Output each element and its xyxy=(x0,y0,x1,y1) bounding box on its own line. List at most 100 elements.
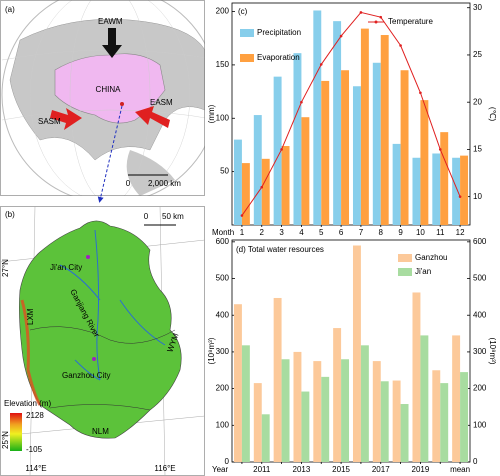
y-tick-label: 50 xyxy=(220,167,229,176)
x-tick-label: 4 xyxy=(299,228,304,237)
bar xyxy=(281,359,290,462)
bar xyxy=(452,335,461,462)
bar xyxy=(233,304,242,462)
bar xyxy=(460,155,469,225)
lon-label: 114°E xyxy=(25,464,46,473)
bar xyxy=(253,383,262,462)
legend-swatch xyxy=(398,254,412,262)
y2-axis-label: (℃) xyxy=(488,107,497,122)
scale-label: 50 km xyxy=(162,212,184,221)
x-tick-label: 2019 xyxy=(412,465,430,474)
x-tick-label: 2015 xyxy=(332,465,350,474)
bar xyxy=(341,70,350,225)
bar xyxy=(321,80,330,226)
y-tick-label: 100 xyxy=(216,420,230,429)
elevation-bar xyxy=(10,413,22,451)
y2-tick-label: 25 xyxy=(473,50,482,59)
point xyxy=(438,148,442,151)
mountain-west xyxy=(20,299,42,406)
chart-title: (d) Total water resources xyxy=(236,245,324,254)
mountain-label: LXM xyxy=(26,308,35,325)
y2-tick-label: 100 xyxy=(473,420,487,429)
bar xyxy=(400,70,409,225)
point xyxy=(399,44,402,47)
panel-label: (b) xyxy=(5,210,15,219)
point xyxy=(339,34,343,38)
legend-title: Elevation (m) xyxy=(4,399,51,408)
bar xyxy=(281,146,290,225)
y2-tick-label: 20 xyxy=(473,97,482,106)
link-arrow xyxy=(97,105,123,203)
point xyxy=(319,63,323,66)
legend-min: -105 xyxy=(26,445,43,454)
label: CHINA xyxy=(96,85,122,94)
bar xyxy=(432,153,441,225)
label: SASM xyxy=(38,117,61,126)
y-tick-label: 200 xyxy=(216,384,230,393)
city-label: Ganzhou City xyxy=(62,371,110,380)
y2-tick-label: 400 xyxy=(473,310,487,319)
rivers xyxy=(59,229,166,381)
point xyxy=(280,148,283,151)
bar xyxy=(253,115,262,225)
bar xyxy=(273,297,282,462)
plot-frame xyxy=(231,2,471,226)
y-tick-label: 0 xyxy=(225,457,230,466)
x-tick-label: 1 xyxy=(240,228,245,237)
y-tick-label: 500 xyxy=(216,274,230,283)
bar xyxy=(233,139,242,225)
bar xyxy=(360,345,369,462)
lat-label: 25°N xyxy=(1,431,10,449)
x-tick-label: 10 xyxy=(416,228,425,237)
y2-tick-label: 30 xyxy=(473,3,482,12)
scale-label: 0 xyxy=(144,212,149,221)
point xyxy=(359,11,363,14)
y2-tick-label: 200 xyxy=(473,384,487,393)
x-tick-label: 2013 xyxy=(293,465,311,474)
bar xyxy=(440,132,449,225)
label: EAWM xyxy=(98,17,123,26)
bar xyxy=(313,10,322,225)
line xyxy=(241,11,461,216)
y-tick-label: 400 xyxy=(216,310,230,319)
panel-label: (a) xyxy=(5,5,15,14)
bar xyxy=(460,372,469,462)
legend-label: Evaporation xyxy=(257,53,300,62)
point xyxy=(458,195,462,198)
y2-axis-label: (10⁸m³) xyxy=(488,338,497,365)
bar xyxy=(273,76,282,226)
point xyxy=(419,91,422,95)
label: EASM xyxy=(150,98,173,107)
point xyxy=(260,185,264,189)
legend-label: Ji'an xyxy=(415,267,431,276)
bar xyxy=(261,158,270,225)
city xyxy=(92,357,96,361)
lon-label: 116°E xyxy=(154,464,175,473)
bar xyxy=(241,163,250,225)
y2-tick-label: 600 xyxy=(473,237,487,246)
bar xyxy=(333,21,342,226)
bar xyxy=(352,245,361,462)
bar xyxy=(341,359,350,462)
x-tick-label: 2017 xyxy=(372,465,390,474)
bar xyxy=(261,414,270,462)
bar xyxy=(372,62,381,226)
study-area xyxy=(120,102,124,106)
y-tick-label: 200 xyxy=(216,7,230,16)
x-tick-label: 5 xyxy=(319,228,324,237)
x-tick-label: mean xyxy=(450,465,470,474)
x-tick-label: 7 xyxy=(359,228,364,237)
y-axis-label: (mm) xyxy=(207,104,216,123)
y2-tick-label: 15 xyxy=(473,145,482,154)
city-label: Ji'an City xyxy=(50,263,82,272)
point xyxy=(379,15,383,19)
legend-swatch xyxy=(374,20,378,24)
basin xyxy=(19,220,182,439)
x-tick-label: 6 xyxy=(339,228,344,237)
point xyxy=(300,100,303,104)
point xyxy=(240,214,244,217)
bar xyxy=(293,53,302,226)
bar xyxy=(352,86,361,225)
bar xyxy=(380,381,389,462)
